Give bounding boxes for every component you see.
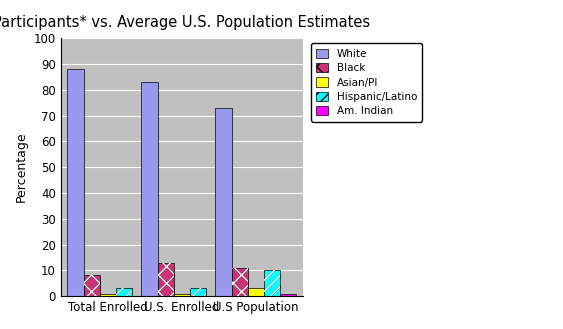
Bar: [116, 289, 132, 296]
Bar: [231, 268, 248, 296]
Bar: [141, 82, 158, 296]
Bar: [68, 69, 83, 296]
Bar: [158, 263, 174, 296]
Bar: [116, 289, 132, 296]
Bar: [100, 293, 116, 296]
Legend: White, Black, Asian/PI, Hispanic/Latino, Am. Indian: White, Black, Asian/PI, Hispanic/Latino,…: [311, 43, 422, 121]
Bar: [158, 263, 174, 296]
Bar: [190, 289, 206, 296]
Bar: [174, 293, 190, 296]
Bar: [83, 275, 100, 296]
Bar: [264, 270, 280, 296]
Title: Participants* vs. Average U.S. Population Estimates: Participants* vs. Average U.S. Populatio…: [0, 15, 370, 30]
Bar: [264, 270, 280, 296]
Bar: [83, 275, 100, 296]
Bar: [216, 108, 231, 296]
Bar: [280, 293, 296, 296]
Bar: [231, 268, 248, 296]
Bar: [190, 289, 206, 296]
Bar: [248, 289, 264, 296]
Y-axis label: Percentage: Percentage: [15, 132, 28, 202]
